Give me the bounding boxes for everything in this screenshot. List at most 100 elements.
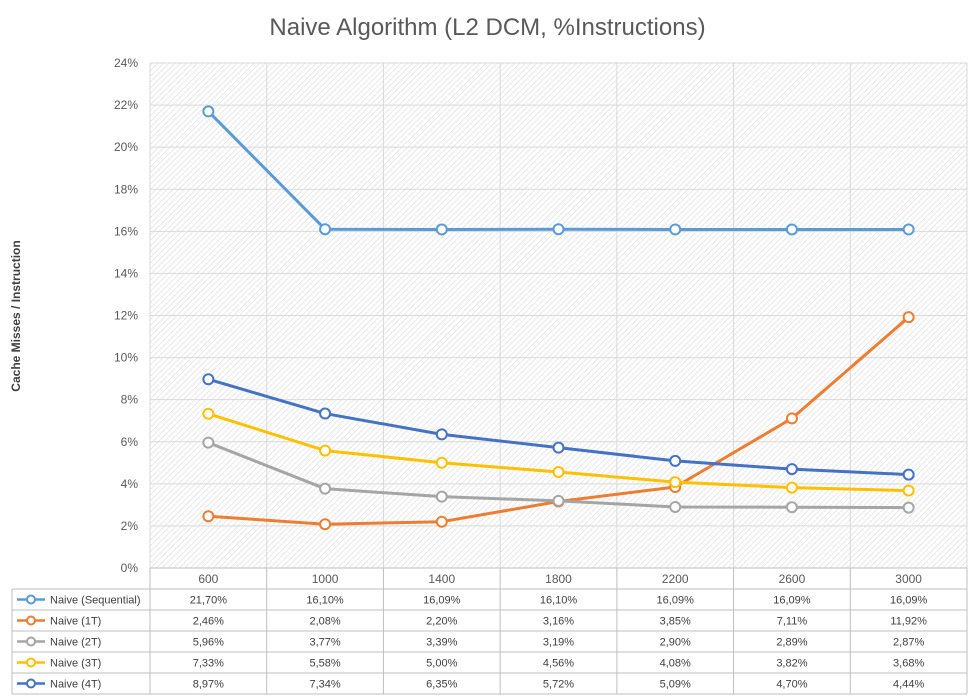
data-point — [669, 454, 682, 467]
data-point — [785, 223, 798, 236]
series-4 — [202, 373, 915, 481]
data-label: 2,90% — [660, 637, 691, 649]
y-axis: 0% 2% 4% 6% 8% 10% 12% 14% 16% 18% 20% 22% 24% — [114, 56, 138, 575]
data-point — [902, 484, 915, 497]
y-tick-label: 2% — [121, 519, 139, 533]
data-point — [202, 373, 215, 386]
data-label: 2,46% — [193, 616, 224, 628]
data-label: 16,09% — [423, 595, 461, 607]
data-point — [319, 407, 332, 420]
series-0 — [202, 105, 915, 236]
data-point — [902, 311, 915, 324]
y-tick-label: 18% — [114, 182, 138, 196]
y-tick-label: 0% — [121, 561, 139, 575]
data-label: 7,33% — [193, 658, 224, 670]
data-point — [319, 482, 332, 495]
series-2 — [202, 436, 915, 514]
data-point — [319, 444, 332, 457]
legend-marker — [26, 678, 36, 689]
legend-marker — [26, 594, 36, 605]
data-point — [319, 518, 332, 531]
y-tick-label: 20% — [114, 140, 138, 154]
data-point — [435, 223, 448, 236]
data-point — [669, 500, 682, 513]
data-point — [435, 490, 448, 503]
data-label: 5,00% — [426, 658, 457, 670]
data-label: 8,97% — [193, 679, 224, 691]
data-point — [785, 463, 798, 476]
y-axis-title: Cache Misses / Instruction — [9, 240, 23, 391]
data-label: 5,72% — [543, 679, 574, 691]
data-point — [785, 481, 798, 494]
legend-entry: Naive (2T) — [50, 637, 101, 649]
data-label: 5,96% — [193, 637, 224, 649]
data-label: 2,89% — [776, 637, 807, 649]
data-label: 4,56% — [543, 658, 574, 670]
chart-title: Naive Algorithm (L2 DCM, %Instructions) — [269, 14, 706, 41]
data-point — [202, 510, 215, 523]
data-label: 3,82% — [776, 658, 807, 670]
gridlines — [149, 62, 968, 569]
y-tick-label: 12% — [114, 309, 138, 323]
data-point — [902, 468, 915, 481]
data-label: 3,19% — [543, 637, 574, 649]
data-point — [669, 223, 682, 236]
data-label: 16,10% — [540, 595, 578, 607]
data-label: 3,85% — [660, 616, 691, 628]
y-tick-label: 4% — [121, 477, 139, 491]
data-label: 4,70% — [776, 679, 807, 691]
data-label: 3,68% — [893, 658, 924, 670]
y-tick-label: 24% — [114, 56, 138, 70]
data-point — [435, 515, 448, 528]
data-label: 16,09% — [890, 595, 928, 607]
x-tick-label: 2600 — [779, 572, 806, 586]
data-label: 16,10% — [306, 595, 344, 607]
data-point — [552, 494, 565, 507]
y-tick-label: 16% — [114, 224, 138, 238]
x-tick-label: 600 — [198, 572, 218, 586]
data-label: 5,58% — [309, 658, 340, 670]
data-label: 21,70% — [190, 595, 228, 607]
data-point — [202, 407, 215, 420]
y-tick-label: 6% — [121, 435, 139, 449]
data-label: 11,92% — [890, 616, 927, 628]
series-lines — [202, 105, 915, 531]
data-label: 7,34% — [309, 679, 340, 691]
x-tick-label: 3000 — [895, 572, 922, 586]
y-tick-label: 22% — [114, 98, 138, 112]
data-point — [202, 105, 215, 118]
x-tick-label: 1800 — [545, 572, 572, 586]
y-tick-label: 14% — [114, 266, 138, 280]
legend-entry: Naive (4T) — [50, 679, 101, 691]
data-label: 3,77% — [309, 637, 340, 649]
data-label: 7,11% — [777, 616, 808, 628]
data-point — [785, 412, 798, 425]
legend-marker — [26, 615, 36, 626]
data-label: 3,16% — [543, 616, 574, 628]
legend-entry: Naive (1T) — [50, 616, 101, 628]
data-point — [902, 223, 915, 236]
data-label: 5,09% — [660, 679, 691, 691]
y-tick-label: 8% — [121, 393, 139, 407]
data-point — [902, 501, 915, 514]
data-label: 2,20% — [426, 616, 457, 628]
x-tick-label: 2200 — [662, 572, 689, 586]
data-label: 4,44% — [893, 679, 924, 691]
data-point — [669, 476, 682, 489]
legend-marker — [26, 657, 36, 668]
x-tick-label: 1000 — [312, 572, 339, 586]
data-label: 2,08% — [309, 616, 340, 628]
data-point — [552, 441, 565, 454]
data-point — [552, 223, 565, 236]
data-label: 16,09% — [657, 595, 695, 607]
data-label: 2,87% — [893, 637, 924, 649]
series-3 — [202, 407, 915, 497]
data-point — [435, 456, 448, 469]
data-point — [202, 436, 215, 449]
data-point — [319, 223, 332, 236]
data-point — [785, 501, 798, 514]
legend-entry: Naive (3T) — [50, 658, 101, 670]
data-label: 16,09% — [773, 595, 811, 607]
x-tick-label: 1400 — [428, 572, 455, 586]
